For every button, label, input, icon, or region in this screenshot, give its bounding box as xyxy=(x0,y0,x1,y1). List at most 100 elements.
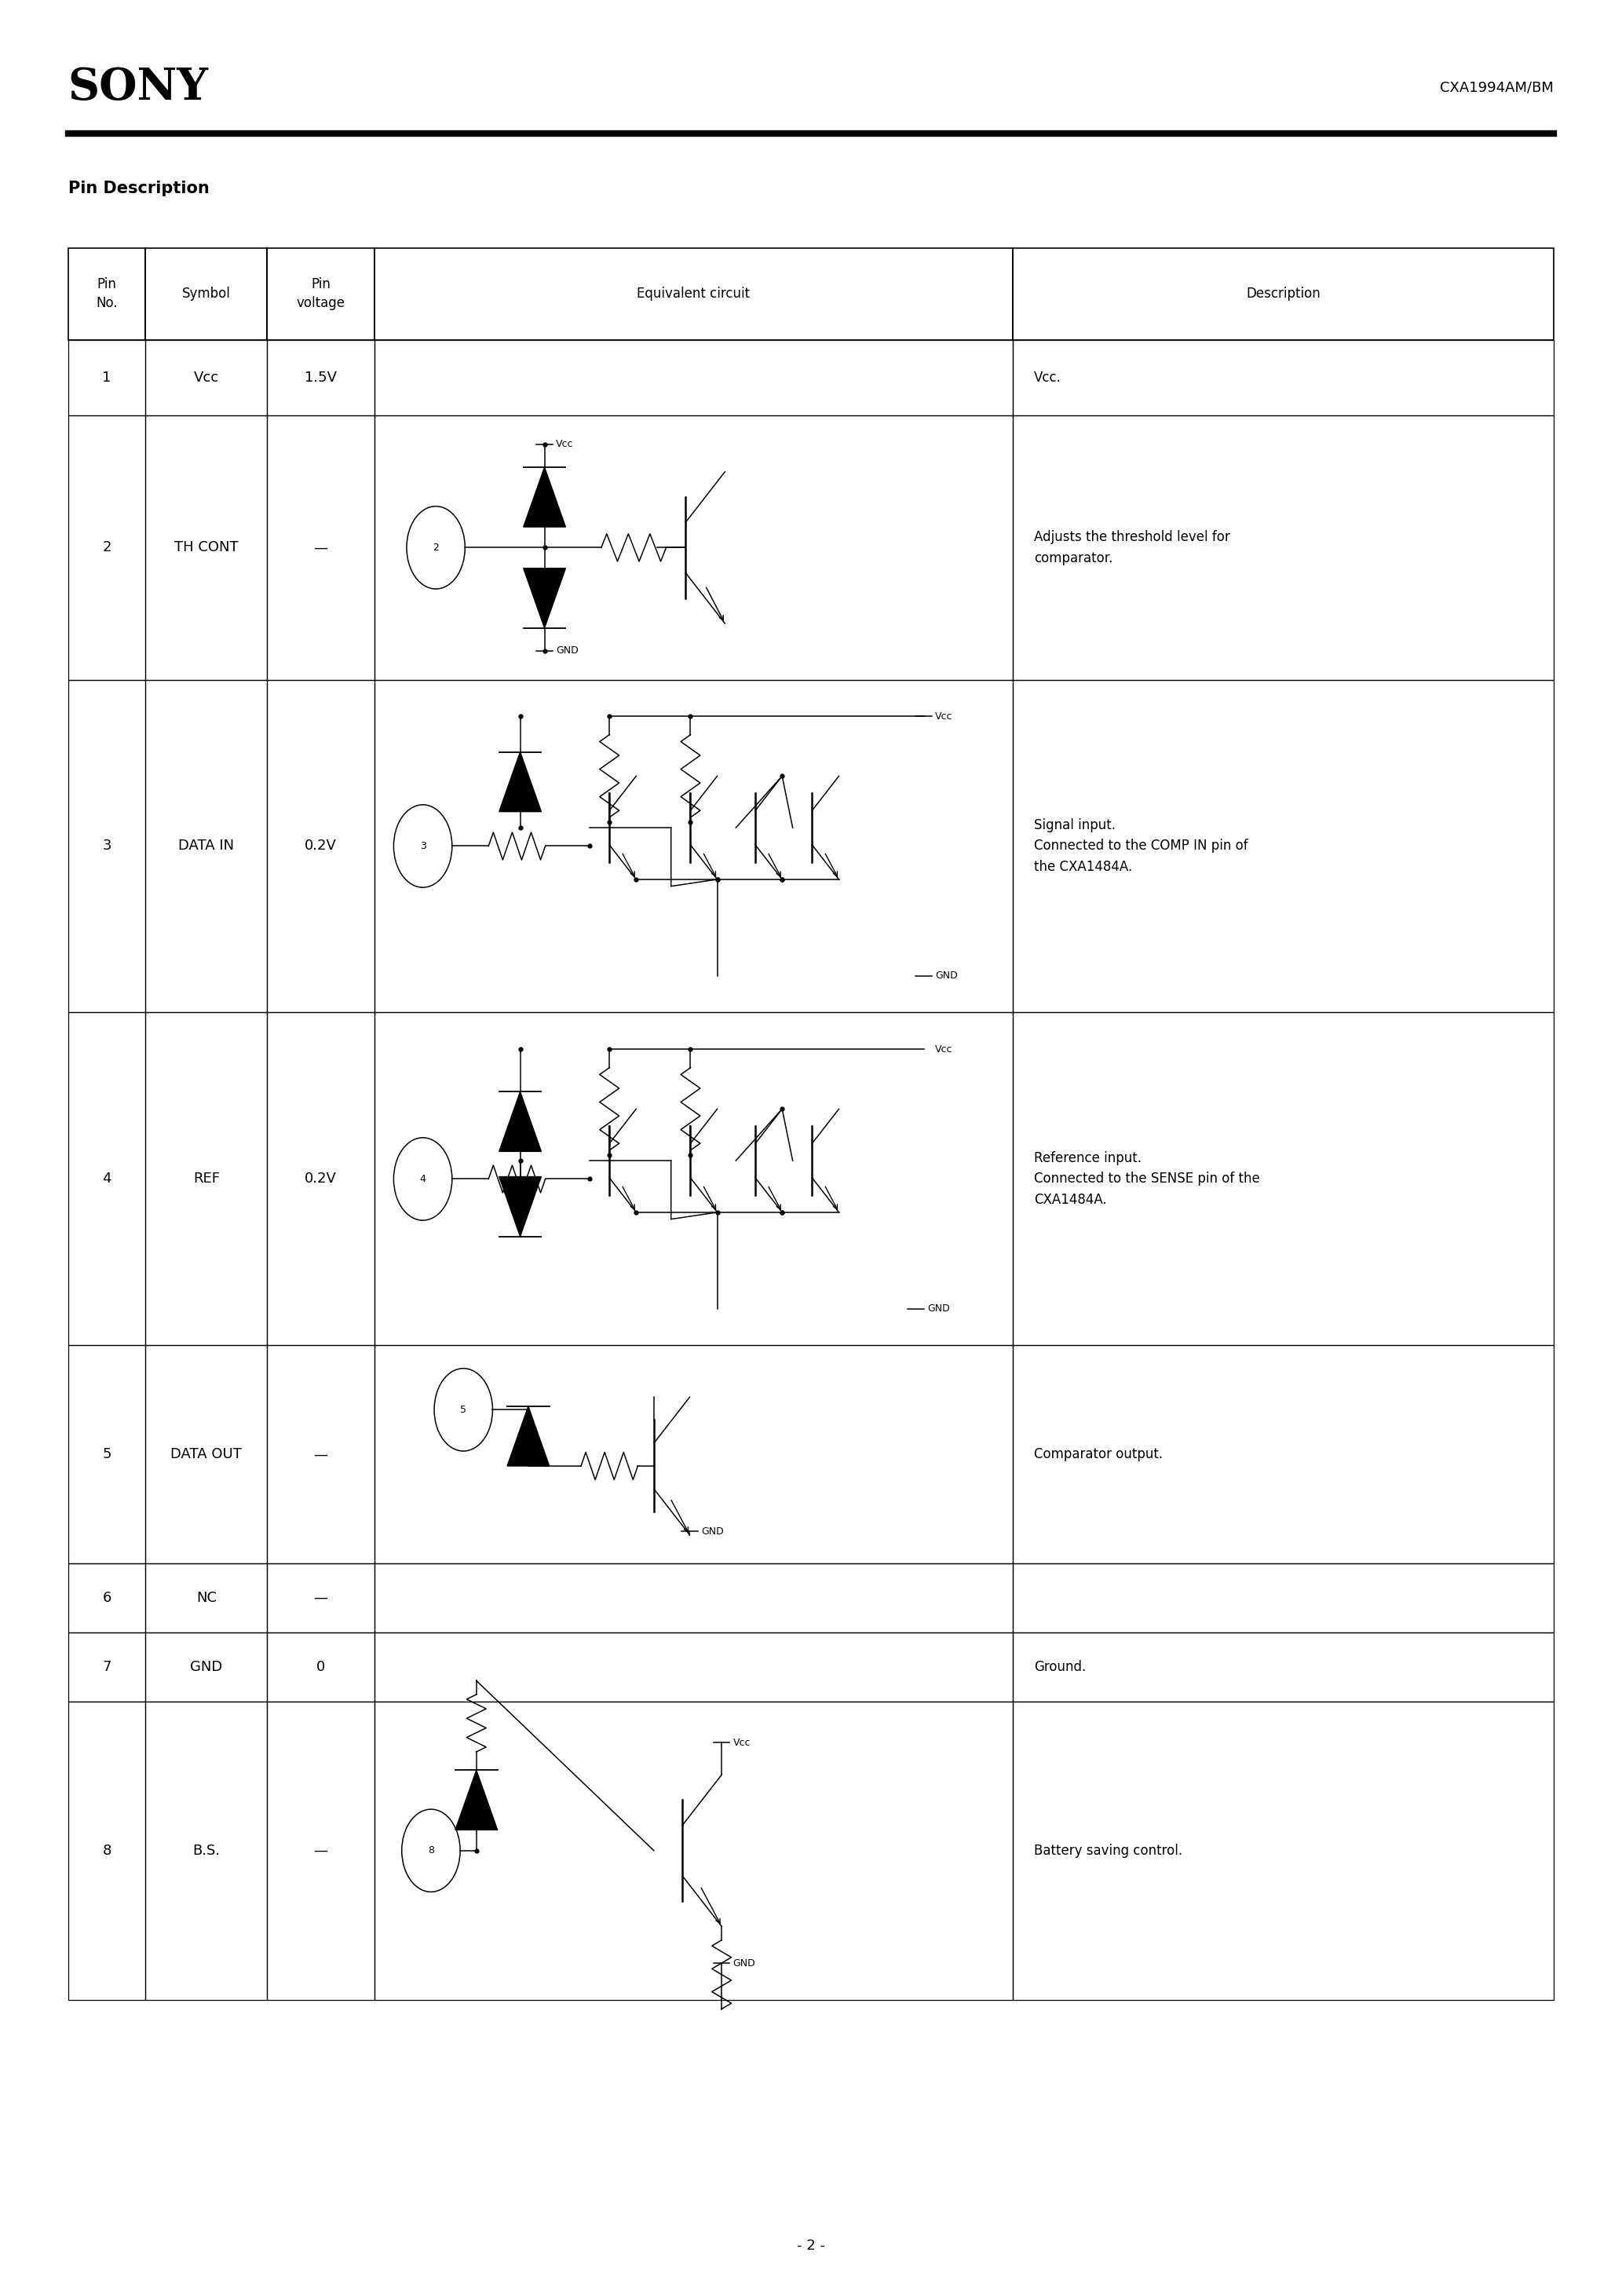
Text: SONY: SONY xyxy=(68,67,209,108)
Text: 2: 2 xyxy=(433,542,440,553)
Text: Pin
voltage: Pin voltage xyxy=(297,278,345,310)
Text: DATA OUT: DATA OUT xyxy=(170,1446,242,1463)
Bar xyxy=(146,1345,268,1564)
Text: 4: 4 xyxy=(420,1173,427,1185)
Polygon shape xyxy=(500,1093,542,1153)
Bar xyxy=(146,1632,268,1701)
Text: GND: GND xyxy=(190,1660,222,1674)
Text: Vcc.: Vcc. xyxy=(1035,370,1061,386)
Text: —: — xyxy=(313,1591,328,1605)
Text: Vcc: Vcc xyxy=(936,712,952,721)
Bar xyxy=(1014,1345,1554,1564)
Text: 2: 2 xyxy=(102,540,112,556)
Text: NC: NC xyxy=(196,1591,216,1605)
Text: GND: GND xyxy=(701,1527,723,1536)
Bar xyxy=(375,248,1014,340)
Bar xyxy=(1014,680,1554,1013)
Text: Ground.: Ground. xyxy=(1035,1660,1087,1674)
Bar xyxy=(68,416,146,680)
Bar xyxy=(68,680,146,1013)
Text: Vcc: Vcc xyxy=(193,370,219,386)
Text: 3: 3 xyxy=(420,840,427,852)
Text: —: — xyxy=(313,1844,328,1857)
Polygon shape xyxy=(508,1405,550,1467)
Text: 6: 6 xyxy=(102,1591,112,1605)
Text: Signal input.
Connected to the COMP IN pin of
the CXA1484A.: Signal input. Connected to the COMP IN p… xyxy=(1035,817,1249,875)
Text: GND: GND xyxy=(733,1958,756,1968)
Text: REF: REF xyxy=(193,1171,219,1187)
Bar xyxy=(68,1564,146,1632)
Bar xyxy=(1014,1701,1554,2000)
Text: 8: 8 xyxy=(428,1846,435,1855)
Text: Vcc: Vcc xyxy=(556,439,574,450)
Text: 1.5V: 1.5V xyxy=(305,370,337,386)
Bar xyxy=(146,1564,268,1632)
Text: Equivalent circuit: Equivalent circuit xyxy=(637,287,751,301)
Bar xyxy=(268,1701,375,2000)
Text: —: — xyxy=(313,540,328,556)
Text: Pin Description: Pin Description xyxy=(68,181,209,195)
Text: 1: 1 xyxy=(102,370,112,386)
Text: Description: Description xyxy=(1246,287,1320,301)
Text: 7: 7 xyxy=(102,1660,112,1674)
Bar xyxy=(68,248,146,340)
Text: 4: 4 xyxy=(102,1171,112,1187)
Text: Battery saving control.: Battery saving control. xyxy=(1035,1844,1182,1857)
Text: Comparator output.: Comparator output. xyxy=(1035,1446,1163,1463)
Bar xyxy=(68,1013,146,1345)
Text: GND: GND xyxy=(936,971,957,980)
Polygon shape xyxy=(524,468,566,528)
Bar xyxy=(268,340,375,416)
Text: 8: 8 xyxy=(102,1844,112,1857)
Text: CXA1994AM/BM: CXA1994AM/BM xyxy=(1440,80,1554,94)
Bar xyxy=(1014,1564,1554,1632)
Bar xyxy=(1014,1632,1554,1701)
Text: TH CONT: TH CONT xyxy=(174,540,238,556)
Text: Pin
No.: Pin No. xyxy=(96,278,118,310)
Text: GND: GND xyxy=(556,645,579,657)
Text: B.S.: B.S. xyxy=(193,1844,221,1857)
Bar xyxy=(146,248,268,340)
Bar xyxy=(1014,340,1554,416)
Bar xyxy=(1014,1013,1554,1345)
Text: Symbol: Symbol xyxy=(182,287,230,301)
Bar xyxy=(68,1345,146,1564)
Bar xyxy=(146,1013,268,1345)
Bar xyxy=(1014,248,1554,340)
Text: Vcc: Vcc xyxy=(936,1045,952,1054)
Text: 0.2V: 0.2V xyxy=(305,838,337,854)
Text: GND: GND xyxy=(928,1304,949,1313)
Bar xyxy=(268,416,375,680)
Bar xyxy=(268,1564,375,1632)
Bar xyxy=(146,1701,268,2000)
Bar xyxy=(268,248,375,340)
Bar xyxy=(375,1345,1014,1564)
Bar xyxy=(375,340,1014,416)
Bar xyxy=(375,416,1014,680)
Bar xyxy=(268,1345,375,1564)
Bar xyxy=(268,1632,375,1701)
Bar xyxy=(375,1564,1014,1632)
Bar xyxy=(375,1632,1014,1701)
Bar xyxy=(146,416,268,680)
Polygon shape xyxy=(456,1770,498,1830)
Bar xyxy=(1014,416,1554,680)
Polygon shape xyxy=(500,1178,542,1238)
Text: 0: 0 xyxy=(316,1660,324,1674)
Bar xyxy=(375,1701,1014,2000)
Bar xyxy=(68,1701,146,2000)
Bar xyxy=(146,340,268,416)
Polygon shape xyxy=(500,753,542,813)
Text: Vcc: Vcc xyxy=(733,1738,751,1747)
Bar xyxy=(375,680,1014,1013)
Bar xyxy=(375,1013,1014,1345)
Text: 5: 5 xyxy=(102,1446,112,1463)
Polygon shape xyxy=(524,569,566,629)
Bar xyxy=(68,340,146,416)
Text: DATA IN: DATA IN xyxy=(178,838,234,854)
Bar xyxy=(268,1013,375,1345)
Text: Reference input.
Connected to the SENSE pin of the
CXA1484A.: Reference input. Connected to the SENSE … xyxy=(1035,1150,1260,1208)
Bar xyxy=(146,680,268,1013)
Text: —: — xyxy=(313,1446,328,1463)
Bar xyxy=(268,680,375,1013)
